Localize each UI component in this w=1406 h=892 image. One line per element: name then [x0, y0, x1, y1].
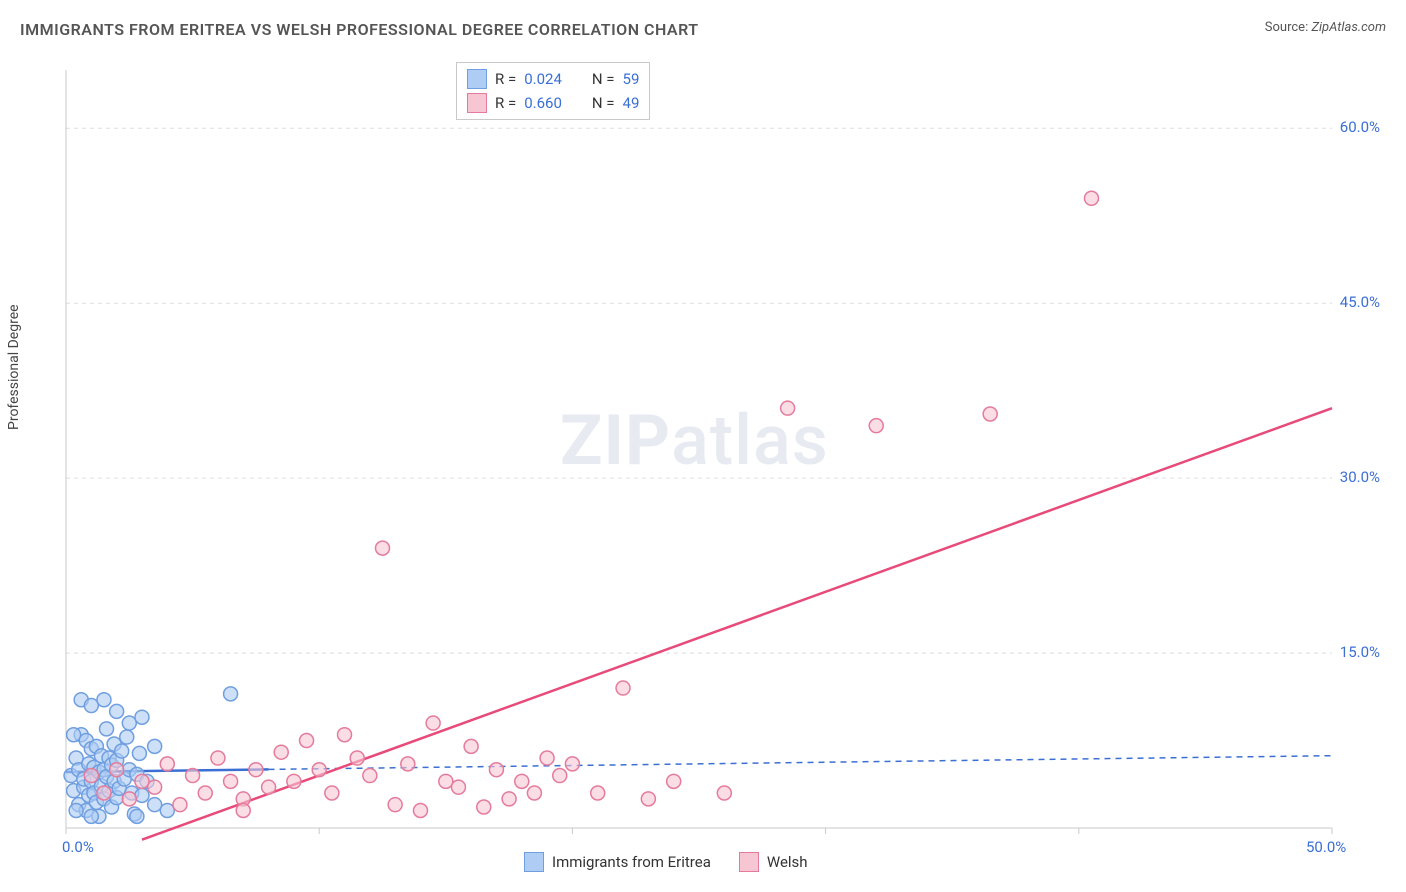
legend-row: R = 0.660 N = 49 — [467, 91, 639, 115]
y-tick-label: 30.0% — [1340, 468, 1380, 486]
legend-swatch — [739, 852, 759, 872]
legend-swatch — [524, 852, 544, 872]
chart-title: IMMIGRANTS FROM ERITREA VS WELSH PROFESS… — [20, 20, 699, 39]
x-tick-label: 50.0% — [1306, 838, 1346, 856]
legend-n-label: N = — [592, 70, 615, 88]
correlation-legend: R = 0.024 N = 59 R = 0.660 N = 49 — [456, 62, 650, 120]
source-label: Source: — [1265, 20, 1312, 35]
source-attribution: Source: ZipAtlas.com — [1265, 20, 1386, 35]
source-link[interactable]: ZipAtlas.com — [1311, 20, 1386, 35]
y-tick-label: 60.0% — [1340, 118, 1380, 136]
chart-svg — [50, 60, 1380, 850]
x-tick-label: 0.0% — [62, 838, 94, 856]
y-axis-label: Professional Degree — [6, 304, 22, 430]
legend-series-name: Immigrants from Eritrea — [552, 853, 711, 871]
legend-n-label: N = — [592, 94, 615, 112]
series-legend: Immigrants from Eritrea Welsh — [524, 852, 808, 872]
legend-series-name: Welsh — [767, 853, 808, 871]
legend-item: Welsh — [739, 852, 808, 872]
legend-item: Immigrants from Eritrea — [524, 852, 711, 872]
legend-n-value: 49 — [623, 94, 640, 112]
legend-r-label: R = — [495, 94, 516, 112]
y-tick-label: 45.0% — [1340, 293, 1380, 311]
legend-swatch — [467, 93, 487, 113]
legend-row: R = 0.024 N = 59 — [467, 67, 639, 91]
y-tick-label: 15.0% — [1340, 643, 1380, 661]
legend-r-value: 0.660 — [524, 94, 562, 112]
legend-n-value: 59 — [623, 70, 640, 88]
plot-area: 15.0%30.0%45.0%60.0%0.0%50.0% — [50, 60, 1380, 850]
legend-r-value: 0.024 — [524, 70, 562, 88]
legend-r-label: R = — [495, 70, 516, 88]
legend-swatch — [467, 69, 487, 89]
